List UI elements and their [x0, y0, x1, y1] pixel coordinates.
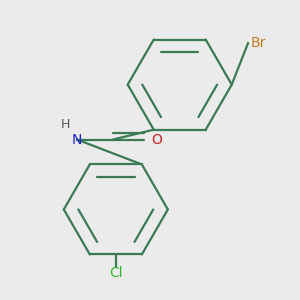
- Text: Br: Br: [251, 36, 266, 50]
- Text: N: N: [72, 133, 83, 147]
- Text: H: H: [61, 118, 70, 131]
- Text: Cl: Cl: [109, 266, 123, 280]
- Text: O: O: [152, 133, 162, 147]
